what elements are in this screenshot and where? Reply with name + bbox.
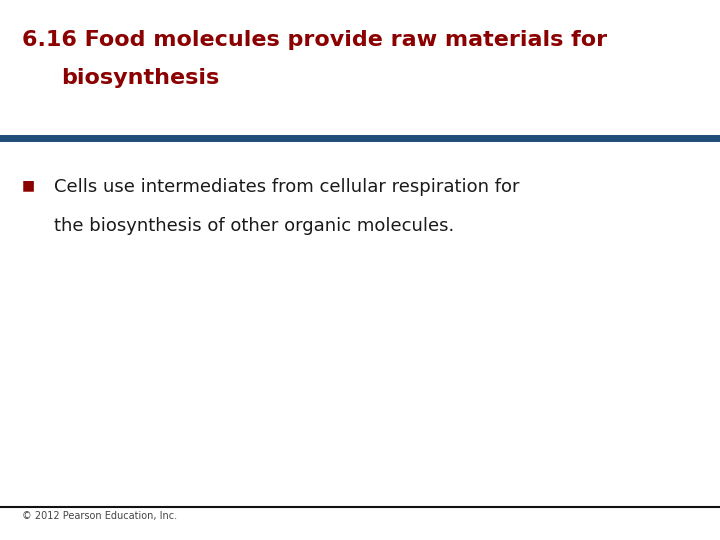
Text: Cells use intermediates from cellular respiration for: Cells use intermediates from cellular re… bbox=[54, 178, 520, 196]
Text: 6.16 Food molecules provide raw materials for: 6.16 Food molecules provide raw material… bbox=[22, 30, 607, 50]
Text: the biosynthesis of other organic molecules.: the biosynthesis of other organic molecu… bbox=[54, 217, 454, 235]
Text: ■: ■ bbox=[22, 178, 35, 192]
Text: biosynthesis: biosynthesis bbox=[61, 68, 220, 87]
Text: © 2012 Pearson Education, Inc.: © 2012 Pearson Education, Inc. bbox=[22, 511, 176, 521]
